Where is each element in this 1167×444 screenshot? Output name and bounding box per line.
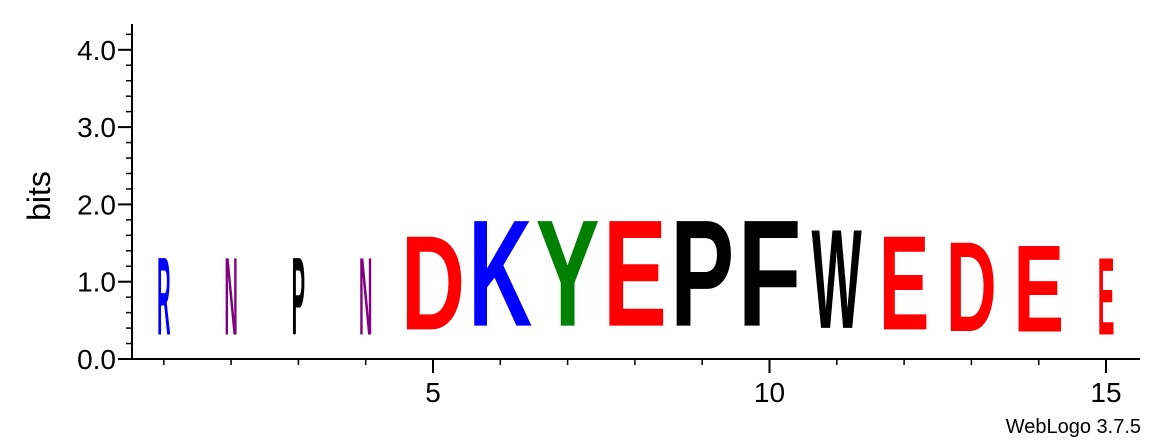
y-tick-label: 3.0 (77, 112, 116, 143)
weblogo-credit: WebLogo 3.7.5 (1005, 416, 1141, 438)
y-axis: 0.0 1.0 2.0 3.0 4.0 (77, 24, 133, 375)
logo-letter: D (946, 216, 996, 359)
x-tick-label: 15 (1090, 377, 1121, 408)
logo-letter: E (1098, 234, 1115, 358)
logo-letter: W (812, 199, 862, 358)
x-axis: 5 10 15 (132, 358, 1140, 408)
y-tick-label: 0.0 (77, 344, 116, 375)
x-tick-label: 5 (425, 377, 441, 408)
logo-letter: E (1013, 219, 1063, 358)
y-axis-label: bits (21, 171, 57, 221)
logo-letter: E (879, 209, 929, 359)
logo-letter: P (292, 235, 305, 359)
logo-letter: N (359, 234, 372, 358)
logo-letter: P (670, 188, 734, 358)
y-tick-label: 2.0 (77, 189, 116, 220)
logo-letter: R (157, 234, 170, 358)
x-tick-label: 10 (754, 377, 785, 408)
logo-letter: E (603, 188, 667, 358)
y-tick-label: 1.0 (77, 267, 116, 298)
y-tick-label: 4.0 (77, 35, 116, 66)
logo-letter: N (224, 234, 237, 358)
logo-letter: Y (536, 188, 600, 358)
logo-letter: D (401, 209, 465, 359)
logo-letter: K (468, 189, 532, 359)
logo-letter: F (738, 188, 802, 358)
